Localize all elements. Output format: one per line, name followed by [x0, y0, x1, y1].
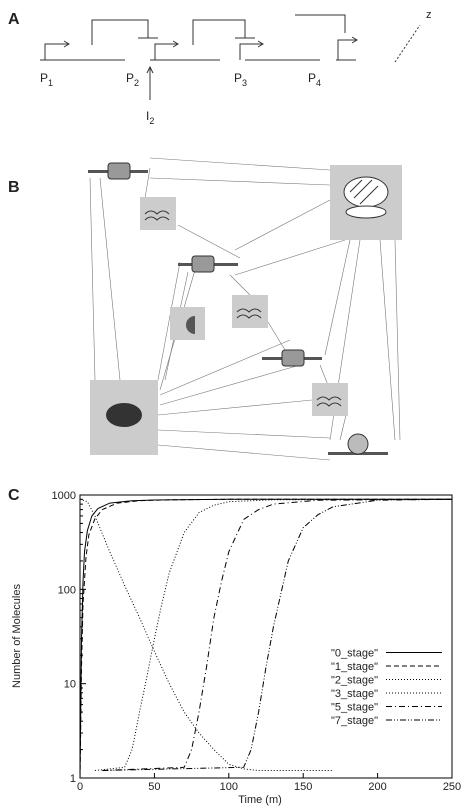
x-tick-label: 250: [443, 781, 461, 793]
x-tick-label: 50: [148, 781, 160, 793]
diagram-label: P4: [308, 71, 321, 88]
data-line: [102, 499, 452, 770]
y-tick-label: 1: [70, 773, 76, 785]
diagram-label: P1: [40, 71, 53, 88]
legend-label: "0_stage": [331, 648, 378, 660]
data-line: [80, 499, 333, 770]
circuit-diagram: [40, 15, 420, 100]
y-tick-label: 100: [58, 584, 76, 596]
network-schematic: [88, 158, 402, 460]
data-line: [95, 499, 452, 770]
x-tick-label: 100: [220, 781, 238, 793]
chart: Time (m) Number of Molecules 0 50 100 150 20…: [11, 490, 461, 806]
diagram-label: z: [426, 9, 432, 21]
panel-label: A: [8, 11, 20, 28]
diagram-label: P2: [126, 71, 139, 88]
x-axis-title: Time (m): [238, 794, 282, 806]
legend-label: "2_stage": [331, 675, 378, 687]
panel-label: B: [8, 179, 20, 196]
legend-label: "7_stage": [331, 715, 378, 727]
diagram-label: P3: [234, 71, 247, 88]
y-tick-label: 1000: [52, 490, 76, 502]
legend-label: "3_stage": [331, 688, 378, 700]
panel-label: C: [8, 487, 20, 504]
x-tick-label: 0: [77, 781, 83, 793]
legend-label: "1_stage": [331, 661, 378, 673]
data-line: [80, 499, 452, 778]
data-line: [102, 499, 452, 770]
x-tick-label: 150: [294, 781, 312, 793]
y-tick-label: 10: [64, 679, 76, 691]
x-tick-label: 200: [368, 781, 386, 793]
plot-frame: [80, 495, 452, 778]
y-axis-title: Number of Molecules: [11, 584, 23, 688]
diagram-label: I2: [146, 109, 154, 126]
figure: A B C: [0, 0, 464, 808]
data-line: [80, 499, 452, 778]
legend-label: "5_stage": [331, 702, 378, 714]
